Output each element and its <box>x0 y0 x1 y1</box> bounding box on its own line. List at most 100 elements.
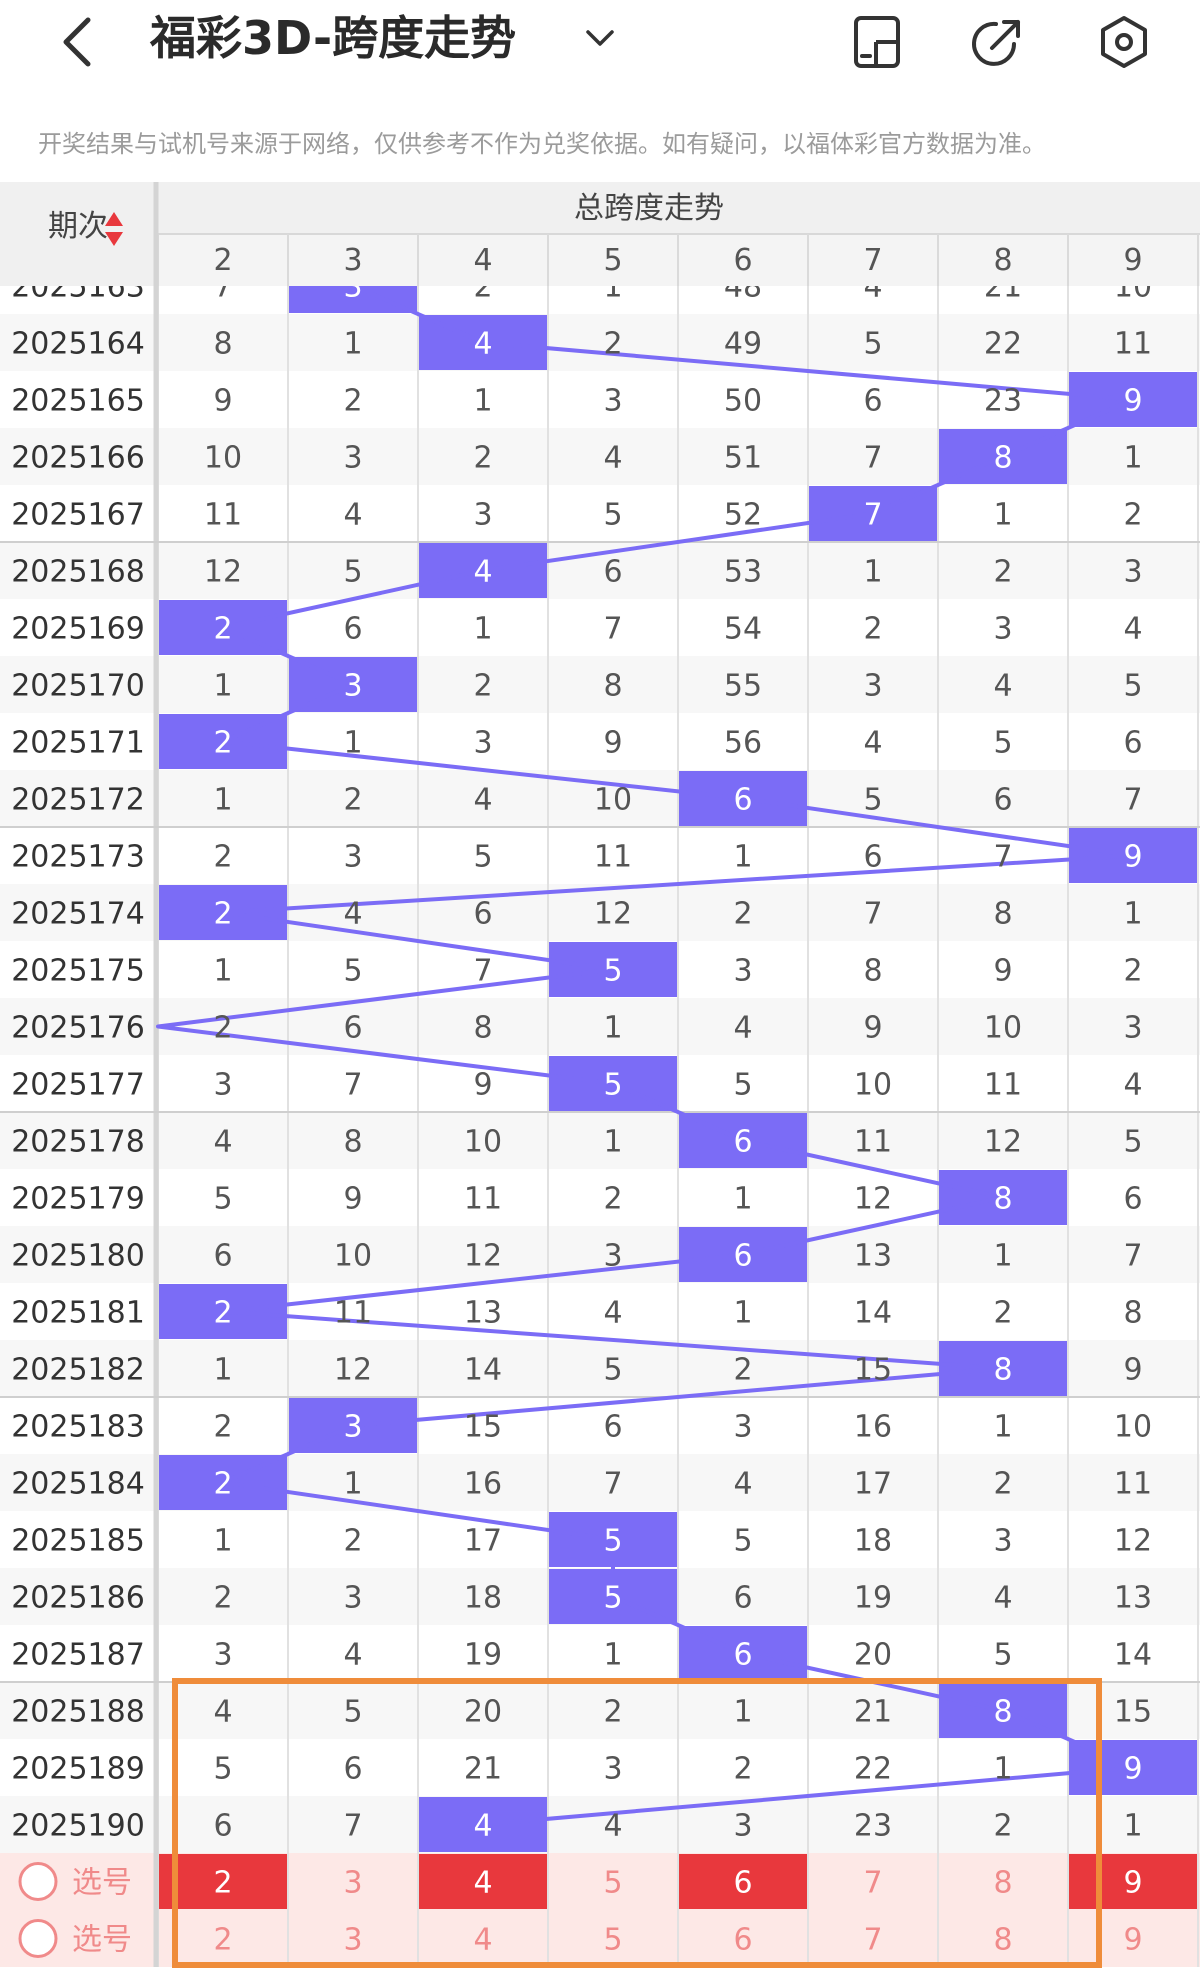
miss-value: 12 <box>594 897 632 932</box>
miss-value: 5 <box>863 783 882 818</box>
miss-value: 1 <box>993 1410 1012 1445</box>
select-radio-icon[interactable] <box>18 1862 58 1901</box>
select-cell-active[interactable] <box>419 1854 547 1909</box>
hit-value: 6 <box>733 1125 752 1160</box>
trend-line <box>156 283 1135 1827</box>
miss-value: 11 <box>204 498 242 533</box>
select-cell-active[interactable] <box>679 1854 807 1909</box>
page-title[interactable]: 福彩3D-跨度走势 <box>150 11 517 65</box>
miss-value: 5 <box>733 1524 752 1559</box>
miss-value: 10 <box>854 1068 892 1103</box>
select-cell[interactable]: 7 <box>863 1923 882 1958</box>
select-cell[interactable]: 9 <box>1123 1923 1142 1958</box>
miss-value: 8 <box>213 327 232 362</box>
issue-number: 2025187 <box>11 1638 145 1673</box>
miss-value: 16 <box>854 1410 892 1445</box>
miss-value: 4 <box>1123 612 1142 647</box>
select-cell[interactable]: 3 <box>343 1923 362 1958</box>
hit-value: 5 <box>603 1581 622 1616</box>
miss-value: 23 <box>984 384 1022 419</box>
hit-value: 8 <box>993 1353 1012 1388</box>
sort-up-icon <box>105 212 123 226</box>
select-cell[interactable]: 4 <box>473 1923 492 1958</box>
hit-value: 2 <box>213 612 232 647</box>
miss-value: 3 <box>603 384 622 419</box>
select-cell[interactable]: 5 <box>603 1923 622 1958</box>
miss-value: 4 <box>993 1581 1012 1616</box>
miss-value: 4 <box>343 897 362 932</box>
miss-value: 7 <box>1123 1239 1142 1274</box>
dropdown-chevron-icon[interactable] <box>580 18 620 58</box>
select-cell[interactable]: 4 <box>473 1866 492 1901</box>
select-cell[interactable]: 6 <box>733 1866 752 1901</box>
column-header: 2 <box>213 243 232 278</box>
issue-number: 2025182 <box>11 1353 145 1388</box>
select-cell[interactable]: 6 <box>733 1923 752 1958</box>
miss-value: 19 <box>464 1638 502 1673</box>
layout-toggle-icon[interactable] <box>852 14 908 70</box>
miss-value: 2 <box>733 1752 752 1787</box>
miss-value: 6 <box>603 1410 622 1445</box>
select-cell-active[interactable] <box>1069 1854 1197 1909</box>
miss-value: 1 <box>213 669 232 704</box>
select-cell[interactable]: 3 <box>343 1866 362 1901</box>
back-arrow-icon[interactable] <box>52 10 112 70</box>
miss-value: 4 <box>343 498 362 533</box>
miss-value: 5 <box>213 1752 232 1787</box>
miss-value: 7 <box>863 897 882 932</box>
miss-value: 53 <box>724 555 762 590</box>
miss-value: 2 <box>733 1353 752 1388</box>
miss-value: 14 <box>854 1296 892 1331</box>
miss-value: 4 <box>993 669 1012 704</box>
miss-value: 2 <box>993 1296 1012 1331</box>
select-cell[interactable]: 8 <box>993 1923 1012 1958</box>
miss-value: 15 <box>1114 1695 1152 1730</box>
miss-value: 2 <box>1123 498 1142 533</box>
select-cell-active[interactable] <box>159 1854 287 1909</box>
table-row <box>0 1397 1200 1454</box>
miss-value: 2 <box>213 840 232 875</box>
miss-value: 6 <box>1123 1182 1142 1217</box>
miss-value: 20 <box>854 1638 892 1673</box>
issue-header[interactable]: 期次 <box>48 209 108 244</box>
table-row <box>0 1112 1200 1169</box>
miss-value: 5 <box>343 555 362 590</box>
miss-value: 7 <box>473 954 492 989</box>
table-row <box>0 1625 1200 1682</box>
select-cell[interactable]: 7 <box>863 1866 882 1901</box>
miss-value: 1 <box>473 612 492 647</box>
share-icon[interactable] <box>970 14 1026 70</box>
hit-value: 7 <box>863 498 882 533</box>
miss-value: 3 <box>733 1809 752 1844</box>
issue-number: 2025188 <box>11 1695 145 1730</box>
hit-value: 8 <box>993 1695 1012 1730</box>
select-cell[interactable]: 2 <box>213 1866 232 1901</box>
column-header: 4 <box>473 243 492 278</box>
miss-value: 3 <box>343 840 362 875</box>
miss-value: 23 <box>854 1809 892 1844</box>
miss-value: 4 <box>1123 1068 1142 1103</box>
trend-table[interactable]: 2025163 7 3 2 1 48 4 21 10 2025164 8 1 4 2 49 5 22 11 2025… <box>0 182 1200 1970</box>
select-cell[interactable]: 5 <box>603 1866 622 1901</box>
miss-value: 1 <box>993 498 1012 533</box>
select-cell[interactable]: 2 <box>213 1923 232 1958</box>
miss-value: 5 <box>993 1638 1012 1673</box>
table-row <box>0 1739 1200 1796</box>
settings-icon[interactable] <box>1096 14 1152 70</box>
hit-value: 5 <box>603 954 622 989</box>
select-radio-icon[interactable] <box>18 1919 58 1958</box>
miss-value: 8 <box>863 954 882 989</box>
issue-number: 2025166 <box>11 441 145 476</box>
miss-value: 16 <box>464 1467 502 1502</box>
miss-value: 1 <box>993 1239 1012 1274</box>
miss-value: 8 <box>993 897 1012 932</box>
table-row <box>0 542 1200 599</box>
miss-value: 9 <box>993 954 1012 989</box>
miss-value: 2 <box>603 1182 622 1217</box>
miss-value: 7 <box>603 612 622 647</box>
select-cell[interactable]: 9 <box>1123 1866 1142 1901</box>
miss-value: 21 <box>464 1752 502 1787</box>
select-cell[interactable]: 8 <box>993 1866 1012 1901</box>
miss-value: 12 <box>204 555 242 590</box>
